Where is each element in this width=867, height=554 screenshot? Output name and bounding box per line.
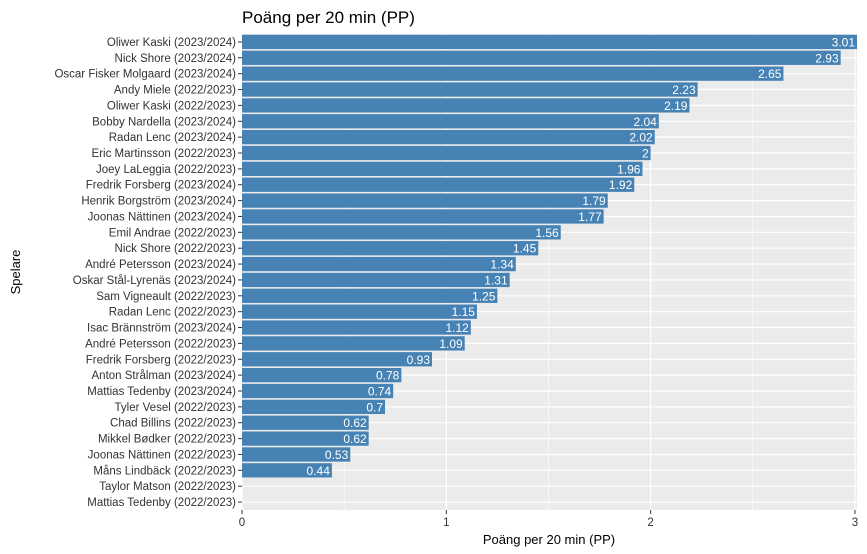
y-tick-label: Sam Vigneault (2022/2023) bbox=[96, 291, 236, 303]
bar-value-label: 2.23 bbox=[672, 83, 696, 97]
y-tick-label: Oskar Stål-Lyrenäs (2023/2024) bbox=[73, 275, 236, 287]
bar bbox=[242, 272, 510, 288]
bar bbox=[242, 431, 369, 446]
bar bbox=[242, 288, 498, 303]
y-tick-label: Radan Lenc (2023/2024) bbox=[109, 132, 236, 144]
bar bbox=[242, 367, 402, 383]
bar bbox=[242, 129, 655, 145]
chart-title: Poäng per 20 min (PP) bbox=[242, 8, 415, 27]
y-tick-label: Måns Lindbäck (2022/2023) bbox=[93, 465, 236, 477]
y-tick-label: Mikkel Bødker (2022/2023) bbox=[98, 434, 236, 446]
y-tick-label: Mattias Tedenby (2022/2023) bbox=[87, 497, 236, 509]
bar bbox=[242, 304, 477, 319]
bar-value-label: 0.62 bbox=[343, 416, 367, 430]
bar-value-label: 1.31 bbox=[484, 273, 508, 287]
bar-value-label: 0.78 bbox=[376, 369, 400, 383]
bar bbox=[242, 225, 561, 240]
bar bbox=[242, 415, 369, 430]
bar-value-label: 0.62 bbox=[343, 432, 367, 446]
y-tick-label: Eric Martinsson (2022/2023) bbox=[92, 148, 237, 160]
y-axis-title: Spelare bbox=[8, 250, 23, 295]
bar-value-label: 1.96 bbox=[617, 162, 641, 176]
bar bbox=[242, 352, 433, 367]
bar bbox=[242, 399, 386, 415]
y-tick-label: Nick Shore (2022/2023) bbox=[115, 243, 237, 255]
bar bbox=[242, 209, 604, 224]
bars bbox=[242, 34, 857, 478]
bar bbox=[242, 145, 651, 161]
bar-value-label: 1.12 bbox=[445, 321, 469, 335]
bar bbox=[242, 98, 690, 113]
bar bbox=[242, 66, 784, 81]
bar-value-label: 2.93 bbox=[815, 51, 839, 65]
bar-value-label: 1.15 bbox=[452, 305, 476, 319]
bar bbox=[242, 161, 643, 177]
bar bbox=[242, 34, 857, 50]
bar-value-labels: 3.012.932.652.232.192.042.0221.961.921.7… bbox=[307, 35, 856, 477]
bar bbox=[242, 177, 635, 192]
bar bbox=[242, 82, 698, 97]
y-tick-label: Joonas Nättinen (2023/2024) bbox=[88, 211, 236, 223]
bar-value-label: 1.34 bbox=[490, 258, 514, 272]
x-axis-ticks: 0 1 2 3 bbox=[239, 510, 858, 529]
bar bbox=[242, 447, 351, 462]
bar-value-label: 0.93 bbox=[407, 353, 431, 367]
y-tick-label: André Petersson (2023/2024) bbox=[85, 259, 236, 271]
y-tick-label: Taylor Matson (2022/2023) bbox=[99, 481, 236, 493]
y-tick-label: Henrik Borgström (2023/2024) bbox=[81, 196, 236, 208]
y-tick-label: Nick Shore (2023/2024) bbox=[115, 53, 237, 65]
y-tick-label: Oliwer Kaski (2022/2023) bbox=[107, 100, 236, 112]
x-tick-label: 0 bbox=[239, 517, 245, 529]
y-tick-label: Oliwer Kaski (2023/2024) bbox=[107, 37, 236, 49]
x-axis-title: Poäng per 20 min (PP) bbox=[483, 532, 615, 547]
y-tick-label: Andy Miele (2022/2023) bbox=[114, 85, 236, 97]
bar-value-label: 1.79 bbox=[582, 194, 606, 208]
y-tick-label: Isac Brännström (2023/2024) bbox=[87, 323, 236, 335]
y-tick-label: Tyler Vesel (2022/2023) bbox=[115, 402, 237, 414]
bar-value-label: 0.44 bbox=[307, 464, 331, 478]
bar bbox=[242, 256, 516, 272]
x-tick-label: 3 bbox=[852, 517, 858, 529]
y-tick-label: Anton Strålman (2023/2024) bbox=[92, 370, 237, 382]
y-tick-label: André Petersson (2022/2023) bbox=[85, 338, 236, 350]
plot-panel bbox=[242, 34, 857, 510]
bar-value-label: 1.56 bbox=[535, 226, 559, 240]
bar bbox=[242, 320, 471, 335]
bar-value-label: 0.74 bbox=[368, 385, 392, 399]
bar bbox=[242, 241, 539, 256]
y-tick-label: Chad Billins (2022/2023) bbox=[110, 418, 236, 430]
bar-value-label: 1.09 bbox=[439, 337, 463, 351]
bar-value-label: 0.7 bbox=[366, 400, 383, 414]
bar-value-label: 2.04 bbox=[633, 115, 657, 129]
bar bbox=[242, 50, 841, 65]
y-tick-label: Joey LaLeggia (2022/2023) bbox=[96, 164, 236, 176]
bar-value-label: 2 bbox=[642, 147, 649, 161]
bar-value-label: 0.53 bbox=[325, 448, 349, 462]
bar-value-label: 3.01 bbox=[832, 35, 856, 49]
bar bbox=[242, 463, 332, 478]
x-tick-label: 1 bbox=[443, 517, 449, 529]
bar-value-label: 1.45 bbox=[513, 242, 537, 256]
bar-value-label: 2.19 bbox=[664, 99, 688, 113]
y-tick-label: Oscar Fisker Molgaard (2023/2024) bbox=[54, 69, 236, 81]
bar-value-label: 1.92 bbox=[609, 178, 633, 192]
bar-value-label: 2.65 bbox=[758, 67, 782, 81]
y-tick-label: Fredrik Forsberg (2023/2024) bbox=[86, 180, 236, 192]
bar-value-label: 1.25 bbox=[472, 289, 496, 303]
bar-value-label: 1.77 bbox=[578, 210, 602, 224]
bar bbox=[242, 383, 394, 399]
y-tick-label: Fredrik Forsberg (2022/2023) bbox=[86, 354, 236, 366]
y-tick-label: Radan Lenc (2022/2023) bbox=[109, 307, 236, 319]
bar bbox=[242, 114, 659, 129]
y-axis-ticks: Oliwer Kaski (2023/2024) Nick Shore (2023… bbox=[54, 37, 242, 509]
x-tick-label: 2 bbox=[647, 517, 653, 529]
bar bbox=[242, 336, 465, 351]
bar-value-label: 2.02 bbox=[629, 131, 653, 145]
y-tick-label: Mattias Tedenby (2023/2024) bbox=[87, 386, 236, 398]
y-tick-label: Bobby Nardella (2023/2024) bbox=[92, 116, 236, 128]
bar bbox=[242, 193, 608, 208]
y-tick-label: Emil Andrae (2022/2023) bbox=[109, 227, 236, 239]
y-tick-label: Joonas Nättinen (2022/2023) bbox=[88, 449, 236, 461]
